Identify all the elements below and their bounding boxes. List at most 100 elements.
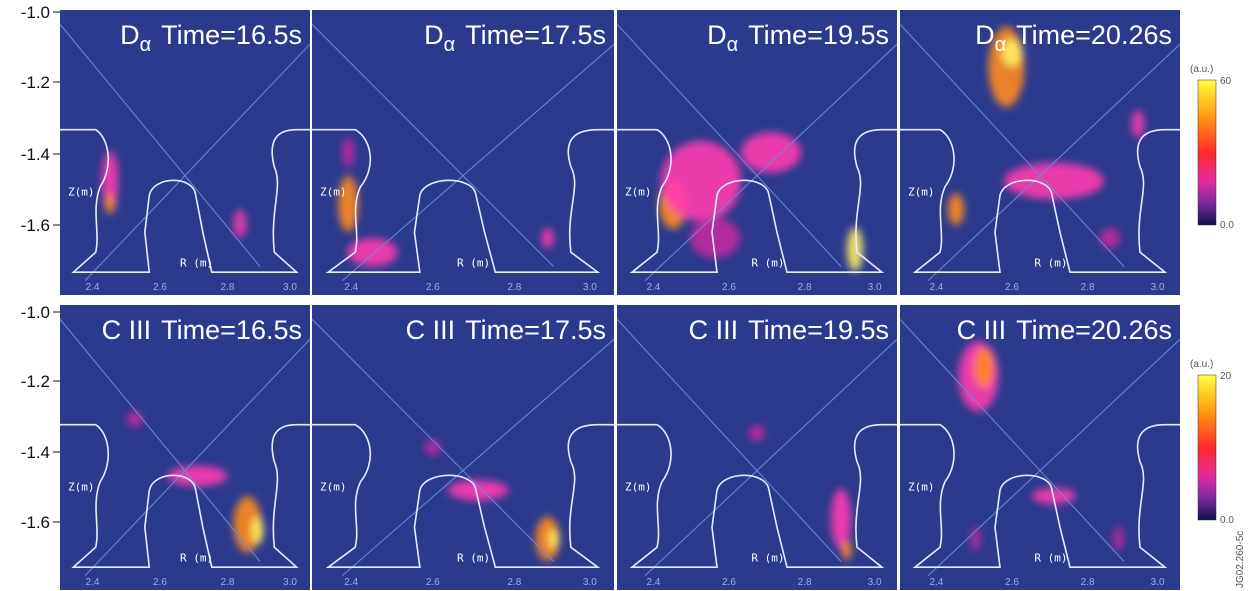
r-tick-label: 2.4 xyxy=(929,282,943,293)
title-time: Time=17.5s xyxy=(465,20,606,50)
r-tick-label: 2.6 xyxy=(722,282,736,293)
z-axis-label: Z(m) xyxy=(625,185,652,198)
r-tick-label: 2.6 xyxy=(153,577,167,588)
colorbar xyxy=(1198,80,1216,225)
emission-blob xyxy=(842,540,852,560)
r-axis-label: R (m) xyxy=(457,257,490,270)
r-tick-label: 2.4 xyxy=(344,282,358,293)
title-time: Time=17.5s xyxy=(465,315,606,345)
emission-blob xyxy=(1132,110,1144,138)
y-tick-label: -1.2 xyxy=(21,372,50,391)
title-time: Time=16.5s xyxy=(161,315,302,345)
title-time: Time=20.26s xyxy=(1016,20,1172,50)
r-tick-label: 2.8 xyxy=(507,282,521,293)
title-prefix: C III xyxy=(102,315,152,345)
emission-blob xyxy=(549,529,559,549)
r-tick-label: 3.0 xyxy=(1151,577,1165,588)
title-prefix: D xyxy=(120,20,140,50)
r-tick-label: 2.8 xyxy=(1081,577,1095,588)
z-axis-label: Z(m) xyxy=(320,480,347,493)
r-tick-label: 3.0 xyxy=(283,282,297,293)
title-time: Time=19.5s xyxy=(748,315,889,345)
z-axis-label: Z(m) xyxy=(68,185,95,198)
emission-blob xyxy=(1113,527,1123,551)
r-tick-label: 3.0 xyxy=(1151,282,1165,293)
r-tick-label: 3.0 xyxy=(583,577,597,588)
title-time: Time=19.5s xyxy=(748,20,889,50)
r-tick-label: 2.4 xyxy=(929,577,943,588)
r-tick-label: 3.0 xyxy=(283,577,297,588)
r-tick-label: 2.8 xyxy=(1081,282,1095,293)
z-axis-label: Z(m) xyxy=(625,480,652,493)
emission-blob xyxy=(741,133,801,173)
r-tick-label: 2.6 xyxy=(426,282,440,293)
r-tick-label: 2.4 xyxy=(86,282,100,293)
panel: Z(m)R (m)2.42.62.83.0DαTime=19.5s xyxy=(617,10,897,295)
r-tick-label: 2.8 xyxy=(507,577,521,588)
emission-blob xyxy=(971,527,981,551)
panel-title: C III Time=17.5s xyxy=(406,315,606,345)
emission-blob xyxy=(542,228,554,248)
colorbar xyxy=(1198,375,1216,520)
r-tick-label: 2.8 xyxy=(221,577,235,588)
r-axis-label: R (m) xyxy=(457,552,490,565)
r-tick-label: 2.6 xyxy=(1005,282,1019,293)
y-tick-label: -1.0 xyxy=(21,3,50,22)
y-tick-label: -1.4 xyxy=(21,443,50,462)
title-time: Time=20.26s xyxy=(1016,315,1172,345)
emission-blob xyxy=(948,194,964,226)
colorbar-max: 20 xyxy=(1220,371,1232,382)
colorbar-min: 0.0 xyxy=(1220,515,1234,526)
panel: Z(m) R (m) 2.4 2.6 2.8 3.0 C III Time=16.5s xyxy=(60,305,310,590)
r-axis-label: R (m) xyxy=(751,552,784,565)
emission-blob xyxy=(105,194,115,214)
r-axis-label: R (m) xyxy=(751,257,784,270)
z-axis-label: Z(m) xyxy=(68,480,95,493)
panel-title: C III Time=19.5s xyxy=(689,315,889,345)
figure: -1.0-1.2-1.4-1.6-1.0-1.2-1.4-1.6Z(m)R (m… xyxy=(0,0,1255,591)
y-tick-label: -1.4 xyxy=(21,145,50,164)
r-tick-label: 2.4 xyxy=(86,577,100,588)
r-tick-label: 2.6 xyxy=(426,577,440,588)
title-prefix: D xyxy=(975,20,995,50)
emission-blob xyxy=(661,141,741,221)
r-axis-label: R (m) xyxy=(180,257,213,270)
emission-blob xyxy=(974,348,994,388)
emission-blob xyxy=(749,425,765,441)
emission-blob xyxy=(831,489,851,549)
y-tick-label: -1.6 xyxy=(21,216,50,235)
r-tick-label: 2.8 xyxy=(798,577,812,588)
r-axis-label: R (m) xyxy=(1034,552,1067,565)
r-tick-label: 2.4 xyxy=(646,282,660,293)
emission-blob xyxy=(1100,228,1120,248)
title-prefix: C III xyxy=(957,315,1007,345)
colorbar-min: 0.0 xyxy=(1220,220,1234,231)
r-axis-label: R (m) xyxy=(180,552,213,565)
r-tick-label: 2.4 xyxy=(646,577,660,588)
y-tick-label: -1.2 xyxy=(21,73,50,92)
z-axis-label: Z(m) xyxy=(908,185,935,198)
colorbar-unit: (a.u.) xyxy=(1190,64,1213,75)
title-prefix: C III xyxy=(406,315,456,345)
panel-title: C III Time=16.5s xyxy=(102,315,302,345)
title-prefix: C III xyxy=(689,315,739,345)
emission-blob xyxy=(127,411,143,427)
r-tick-label: 2.8 xyxy=(798,282,812,293)
r-tick-label: 2.6 xyxy=(153,282,167,293)
r-tick-label: 2.6 xyxy=(1005,577,1019,588)
title-prefix: D xyxy=(707,20,727,50)
panel-title: C III Time=20.26s xyxy=(957,315,1172,345)
emission-blob xyxy=(234,210,246,238)
r-tick-label: 3.0 xyxy=(583,282,597,293)
title-subscript: α xyxy=(140,34,152,56)
colorbar-max: 60 xyxy=(1220,76,1232,87)
panel: Z(m)R (m)2.42.62.83.0DαTime=17.5s xyxy=(312,10,614,295)
r-tick-label: 3.0 xyxy=(868,282,882,293)
title-subscript: α xyxy=(444,34,456,56)
r-tick-label: 2.8 xyxy=(221,282,235,293)
r-axis-label: R (m) xyxy=(1034,257,1067,270)
z-axis-label: Z(m) xyxy=(908,480,935,493)
